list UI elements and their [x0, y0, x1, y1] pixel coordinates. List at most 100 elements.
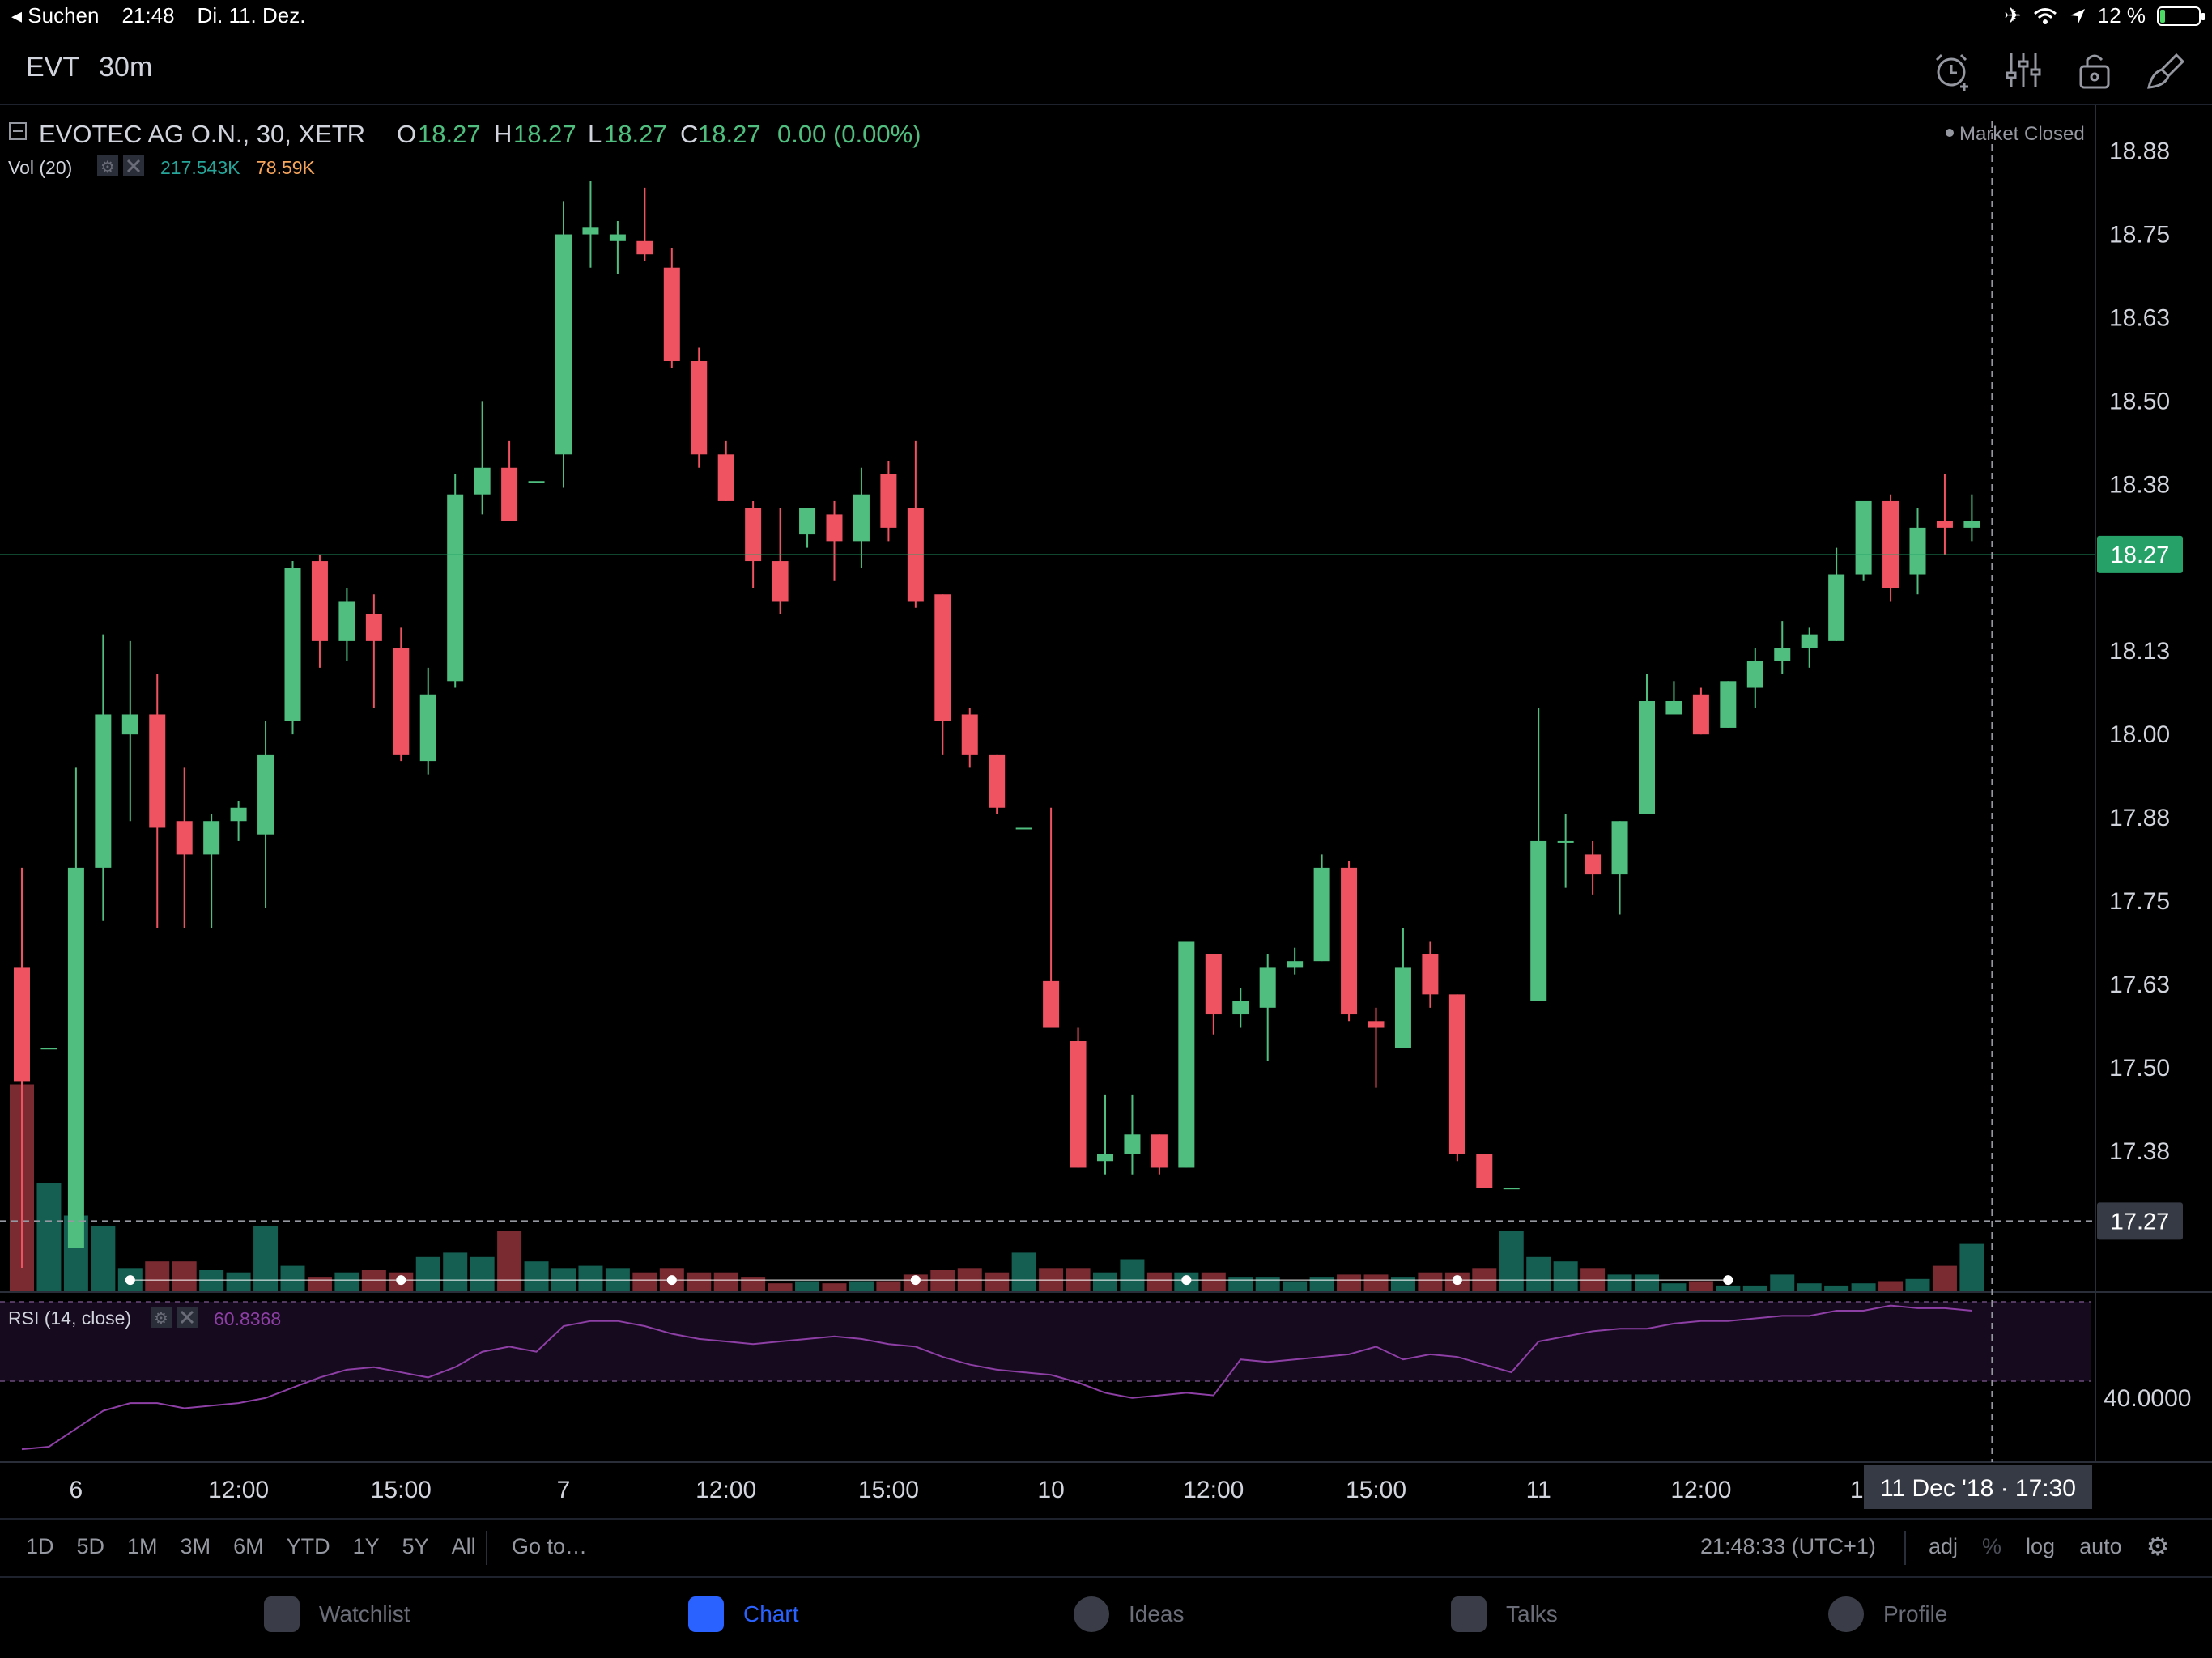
range-3m-button[interactable]: 3M	[180, 1534, 211, 1558]
candle[interactable]	[826, 500, 843, 581]
candle[interactable]	[1151, 1134, 1168, 1175]
candle[interactable]	[1639, 674, 1655, 814]
candle[interactable]	[149, 674, 166, 928]
candle[interactable]	[1963, 494, 1980, 542]
tab-chart[interactable]: Chart	[688, 1596, 798, 1632]
goto-button[interactable]: Go to…	[512, 1534, 588, 1558]
range-6m-button[interactable]: 6M	[233, 1534, 264, 1558]
candle[interactable]	[1178, 941, 1195, 1168]
candle[interactable]	[663, 248, 680, 368]
back-link[interactable]: ◂ Suchen	[11, 3, 100, 28]
candle[interactable]	[1530, 708, 1547, 1001]
range-5y-button[interactable]: 5Y	[402, 1534, 429, 1558]
adj-toggle[interactable]: adj	[1929, 1534, 1959, 1558]
candle[interactable]	[1015, 827, 1032, 830]
candle[interactable]	[853, 467, 870, 568]
candle[interactable]	[609, 221, 626, 274]
candle[interactable]	[1855, 500, 1872, 581]
legend-collapse-icon[interactable]	[9, 122, 27, 140]
candle[interactable]	[1070, 1027, 1087, 1168]
candle[interactable]	[1232, 988, 1249, 1028]
candle[interactable]	[1205, 954, 1222, 1035]
candle[interactable]	[338, 588, 355, 661]
range-ytd-button[interactable]: YTD	[286, 1534, 330, 1558]
candle[interactable]	[1043, 807, 1060, 1028]
percent-toggle[interactable]: %	[1982, 1534, 2002, 1558]
candle[interactable]	[284, 561, 301, 735]
candle[interactable]	[1665, 681, 1682, 715]
candle[interactable]	[1313, 854, 1330, 962]
candle[interactable]	[1287, 947, 1304, 975]
candle[interactable]	[230, 801, 247, 841]
range-1m-button[interactable]: 1M	[127, 1534, 158, 1558]
candle[interactable]	[1341, 861, 1358, 1022]
candle[interactable]	[907, 440, 924, 608]
price-chart[interactable]: 18.88 18.75 18.63 18.50 18.38 18.13 18.00 17.88…	[0, 105, 2212, 1514]
candle[interactable]	[717, 440, 734, 501]
candle[interactable]	[582, 181, 599, 268]
candle[interactable]	[934, 594, 951, 755]
auto-toggle[interactable]: auto	[2079, 1534, 2122, 1558]
volume-settings-icon[interactable]	[97, 155, 118, 176]
candle[interactable]	[1774, 621, 1791, 675]
candle[interactable]	[257, 721, 274, 908]
candle[interactable]	[1557, 814, 1574, 888]
candle[interactable]	[1720, 681, 1737, 728]
candle[interactable]	[121, 640, 138, 822]
tab-profile[interactable]: Profile	[1828, 1596, 1947, 1632]
candle[interactable]	[1124, 1094, 1141, 1175]
tab-ideas[interactable]: Ideas	[1074, 1596, 1185, 1632]
interval-button[interactable]: 30m	[99, 52, 153, 83]
candle[interactable]	[365, 594, 382, 708]
tab-talks[interactable]: Talks	[1451, 1596, 1558, 1632]
candle[interactable]	[772, 508, 789, 614]
candle[interactable]	[474, 401, 491, 515]
tab-watchlist[interactable]: Watchlist	[264, 1596, 410, 1632]
candle[interactable]	[989, 754, 1006, 814]
candle[interactable]	[203, 814, 220, 928]
candle[interactable]	[14, 867, 30, 1268]
range-all-button[interactable]: All	[451, 1534, 476, 1558]
candle[interactable]	[1422, 941, 1439, 1008]
candle[interactable]	[40, 1048, 57, 1050]
rsi-settings-icon[interactable]	[151, 1307, 172, 1328]
candle[interactable]	[1394, 928, 1411, 1048]
alert-icon[interactable]	[1930, 49, 1974, 92]
candle[interactable]	[501, 440, 518, 521]
candle[interactable]	[1882, 494, 1899, 602]
candle[interactable]	[528, 481, 545, 483]
candle[interactable]	[1936, 474, 1953, 555]
candle[interactable]	[95, 634, 112, 921]
range-5d-button[interactable]: 5D	[76, 1534, 105, 1558]
candle[interactable]	[1746, 648, 1763, 708]
candle[interactable]	[1368, 1007, 1385, 1088]
utc-clock[interactable]: 21:48:33 (UTC+1)	[1700, 1534, 1876, 1558]
candle[interactable]	[1097, 1094, 1113, 1175]
candle[interactable]	[1692, 687, 1709, 735]
candle[interactable]	[880, 461, 897, 542]
candle[interactable]	[311, 554, 328, 668]
candle[interactable]	[1448, 994, 1465, 1162]
candle[interactable]	[555, 201, 572, 488]
candle[interactable]	[1585, 840, 1602, 895]
candle[interactable]	[636, 187, 653, 261]
candle[interactable]	[393, 627, 410, 762]
candle[interactable]	[1259, 954, 1276, 1061]
range-1d-button[interactable]: 1D	[26, 1534, 54, 1558]
candle[interactable]	[961, 708, 978, 768]
candle[interactable]	[447, 474, 464, 688]
candle[interactable]	[799, 508, 816, 548]
indicators-icon[interactable]	[2001, 49, 2045, 92]
candle[interactable]	[745, 500, 762, 588]
log-toggle[interactable]: log	[2026, 1534, 2056, 1558]
drawing-icon[interactable]	[2144, 49, 2188, 92]
candle[interactable]	[1476, 1154, 1493, 1188]
settings-gear-icon[interactable]: ⚙	[2146, 1532, 2170, 1561]
candle[interactable]	[691, 347, 708, 468]
range-1y-button[interactable]: 1Y	[352, 1534, 380, 1558]
candle[interactable]	[1801, 627, 1818, 668]
candle[interactable]	[1503, 1188, 1520, 1190]
candle[interactable]	[67, 767, 84, 1248]
symbol-button[interactable]: EVT	[26, 52, 80, 83]
candle[interactable]	[1909, 508, 1926, 595]
